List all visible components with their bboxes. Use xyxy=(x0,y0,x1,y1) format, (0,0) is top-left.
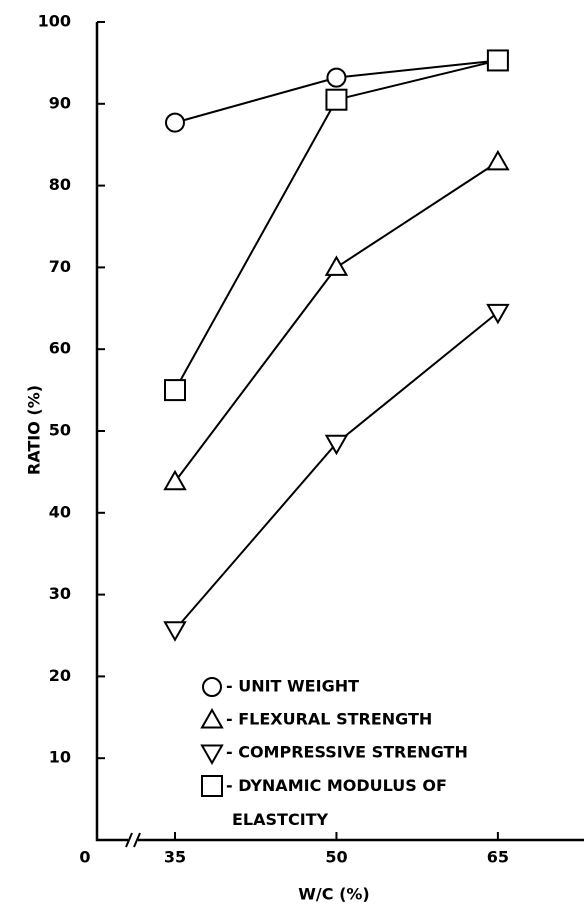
legend-marker xyxy=(200,744,224,766)
marker xyxy=(486,149,510,171)
marker xyxy=(163,469,187,491)
marker xyxy=(326,67,347,88)
marker xyxy=(486,49,509,72)
legend-marker xyxy=(201,775,223,797)
marker xyxy=(163,621,187,642)
y-tick-label: 90 xyxy=(49,93,71,112)
y-tick-label: 70 xyxy=(49,257,71,276)
y-tick-label: 50 xyxy=(49,421,71,440)
legend-label: - DYNAMIC MODULUS OF ELASTCITY xyxy=(226,776,447,829)
y-tick-label: 100 xyxy=(38,12,71,31)
y-tick-label: 30 xyxy=(49,584,71,603)
marker xyxy=(324,434,349,456)
axis-break-mark xyxy=(125,832,133,848)
x-tick-label: 50 xyxy=(325,848,347,867)
y-axis-label: RATIO (%) xyxy=(25,385,44,475)
x-tick-label: 0 xyxy=(79,848,90,867)
axis-break xyxy=(128,832,138,848)
x-axis-label: W/C (%) xyxy=(298,885,369,904)
series-line xyxy=(174,161,499,483)
x-tick-label: 65 xyxy=(487,848,509,867)
marker xyxy=(324,255,349,276)
legend-label: - FLEXURAL STRENGTH xyxy=(226,710,432,729)
y-tick-label: 80 xyxy=(49,175,71,194)
y-tick-label: 40 xyxy=(49,502,71,521)
marker xyxy=(325,88,348,111)
legend-marker xyxy=(200,707,224,729)
axes xyxy=(95,22,584,842)
series-line xyxy=(174,311,499,631)
marker xyxy=(165,112,185,133)
legend-label: - UNIT WEIGHT xyxy=(226,677,359,696)
marker xyxy=(486,303,510,325)
y-tick-label: 10 xyxy=(49,748,71,767)
y-tick-label: 60 xyxy=(49,339,71,358)
x-tick-label: 35 xyxy=(164,848,186,867)
axis-break-mark xyxy=(133,832,141,848)
y-tick-label: 20 xyxy=(49,666,71,685)
legend-label: - COMPRESSIVE STRENGTH xyxy=(226,743,468,762)
marker xyxy=(164,379,186,402)
legend-marker xyxy=(202,677,222,697)
